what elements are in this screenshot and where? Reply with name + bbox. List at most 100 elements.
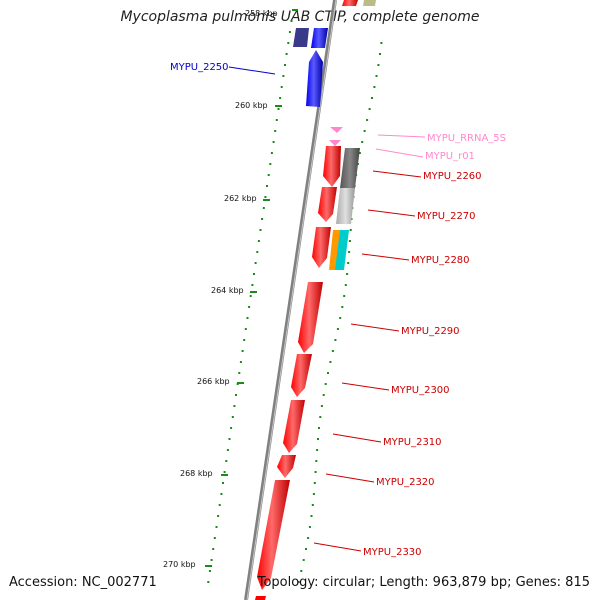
map-title: Mycoplasma pulmonis UAB CTIP, complete g… bbox=[120, 9, 480, 25]
feature-label: MYPU_2270 bbox=[417, 211, 476, 222]
gc-tick bbox=[344, 284, 347, 286]
gene-arrow-mypu-2290 bbox=[298, 282, 323, 353]
genome-summary: Topology: circular; Length: 963,879 bp; … bbox=[257, 575, 590, 590]
gc-tick bbox=[314, 471, 317, 473]
gc-tick bbox=[279, 97, 282, 99]
gc-tick bbox=[280, 86, 283, 88]
accession-label: Accession: NC_002771 bbox=[9, 575, 157, 590]
gc-tick bbox=[320, 405, 323, 407]
scale-label: 264 kbp bbox=[211, 286, 244, 295]
gc-tick bbox=[380, 42, 383, 44]
feature-labels: MYPU_2250 MYPU_RRNA_5S MYPU_r01 MYPU_226… bbox=[170, 62, 506, 558]
rna-marker-5s bbox=[330, 127, 343, 133]
scale-tick bbox=[292, 9, 298, 11]
scale-tick bbox=[275, 105, 282, 107]
scale-label: 266 kbp bbox=[197, 377, 230, 386]
gc-tick bbox=[266, 185, 268, 187]
gc-tick bbox=[215, 526, 218, 528]
scale-label: 260 kbp bbox=[235, 101, 268, 110]
gene-arrow-mypu-2270 bbox=[318, 187, 337, 222]
gc-tick bbox=[322, 394, 325, 396]
gc-tick bbox=[327, 372, 329, 374]
gc-tick bbox=[243, 339, 246, 341]
scale-tick bbox=[263, 199, 270, 201]
gc-tick bbox=[305, 548, 307, 550]
gc-tick bbox=[212, 548, 215, 550]
feature-label: MYPU_RRNA_5S bbox=[427, 133, 506, 144]
gc-tick bbox=[269, 163, 272, 165]
gc-tick bbox=[228, 438, 231, 440]
scale-label: 268 kbp bbox=[180, 469, 213, 478]
gc-tick bbox=[343, 295, 346, 297]
feature-label: MYPU_2280 bbox=[411, 255, 470, 266]
gc-tick bbox=[241, 350, 244, 352]
gc-content-track bbox=[207, 20, 383, 583]
gene-features bbox=[255, 0, 376, 600]
feature-label: MYPU_2290 bbox=[401, 326, 460, 337]
gc-tick bbox=[318, 427, 320, 429]
gc-tick bbox=[319, 416, 322, 418]
genome-backbone bbox=[244, 0, 337, 600]
gc-tick bbox=[346, 273, 349, 275]
gc-tick bbox=[316, 449, 319, 451]
gc-tick bbox=[235, 394, 237, 396]
gc-tick bbox=[246, 317, 249, 319]
gc-tick bbox=[285, 53, 288, 55]
gc-tick bbox=[300, 570, 303, 572]
gc-tick bbox=[297, 581, 300, 583]
gc-tick bbox=[257, 240, 260, 242]
gc-tick bbox=[336, 328, 339, 330]
gc-tick bbox=[231, 416, 234, 418]
scale-label: 270 kbp bbox=[163, 560, 196, 569]
gene-arrow bbox=[293, 28, 309, 47]
gc-tick bbox=[217, 515, 220, 517]
gc-tick bbox=[218, 504, 221, 506]
gc-tick bbox=[256, 251, 259, 253]
gc-tick bbox=[267, 174, 270, 176]
gc-tick bbox=[226, 449, 229, 451]
gene-arrow-mypu-2320 bbox=[277, 455, 296, 478]
feature-label: MYPU_r01 bbox=[425, 151, 475, 162]
gc-tick bbox=[371, 97, 373, 99]
gene-arrow bbox=[340, 148, 360, 188]
gc-tick bbox=[347, 262, 350, 264]
gc-tick bbox=[348, 251, 351, 253]
gc-tick bbox=[339, 317, 342, 319]
gene-arrow-mypu-2310 bbox=[283, 400, 305, 453]
gc-tick bbox=[259, 229, 262, 231]
gc-tick bbox=[287, 42, 290, 44]
gc-tick bbox=[290, 20, 293, 22]
gc-tick bbox=[334, 339, 337, 341]
gc-tick bbox=[308, 526, 311, 528]
gc-tick bbox=[223, 471, 226, 473]
gc-tick bbox=[233, 405, 236, 407]
gc-tick bbox=[358, 152, 361, 154]
scale-track: 258 kbp 260 kbp 262 kbp 264 kbp 266 kbp … bbox=[163, 9, 298, 569]
gc-tick bbox=[261, 218, 264, 220]
gc-tick bbox=[210, 559, 213, 561]
gc-tick bbox=[349, 229, 352, 231]
gc-tick bbox=[264, 196, 267, 198]
gc-tick bbox=[274, 130, 277, 132]
gc-tick bbox=[282, 75, 285, 77]
gene-arrow bbox=[336, 188, 355, 224]
gc-tick bbox=[270, 152, 273, 154]
gc-tick bbox=[366, 119, 369, 121]
feature-label: MYPU_2310 bbox=[383, 437, 442, 448]
gc-tick bbox=[368, 108, 371, 110]
gc-tick bbox=[341, 306, 344, 308]
gc-tick bbox=[230, 427, 233, 429]
scale-label: 258 kbp bbox=[245, 9, 278, 18]
label-leaders bbox=[228, 66, 426, 552]
gc-tick bbox=[315, 460, 318, 462]
gc-tick bbox=[311, 504, 314, 506]
gc-tick bbox=[253, 273, 255, 275]
gc-tick bbox=[277, 108, 280, 110]
gc-tick bbox=[220, 493, 223, 495]
gc-tick bbox=[284, 64, 286, 66]
feature-label: MYPU_2260 bbox=[423, 171, 482, 182]
gc-tick bbox=[248, 306, 251, 308]
gc-tick bbox=[329, 361, 332, 363]
feature-label: MYPU_2330 bbox=[363, 547, 422, 558]
gc-tick bbox=[288, 31, 291, 33]
